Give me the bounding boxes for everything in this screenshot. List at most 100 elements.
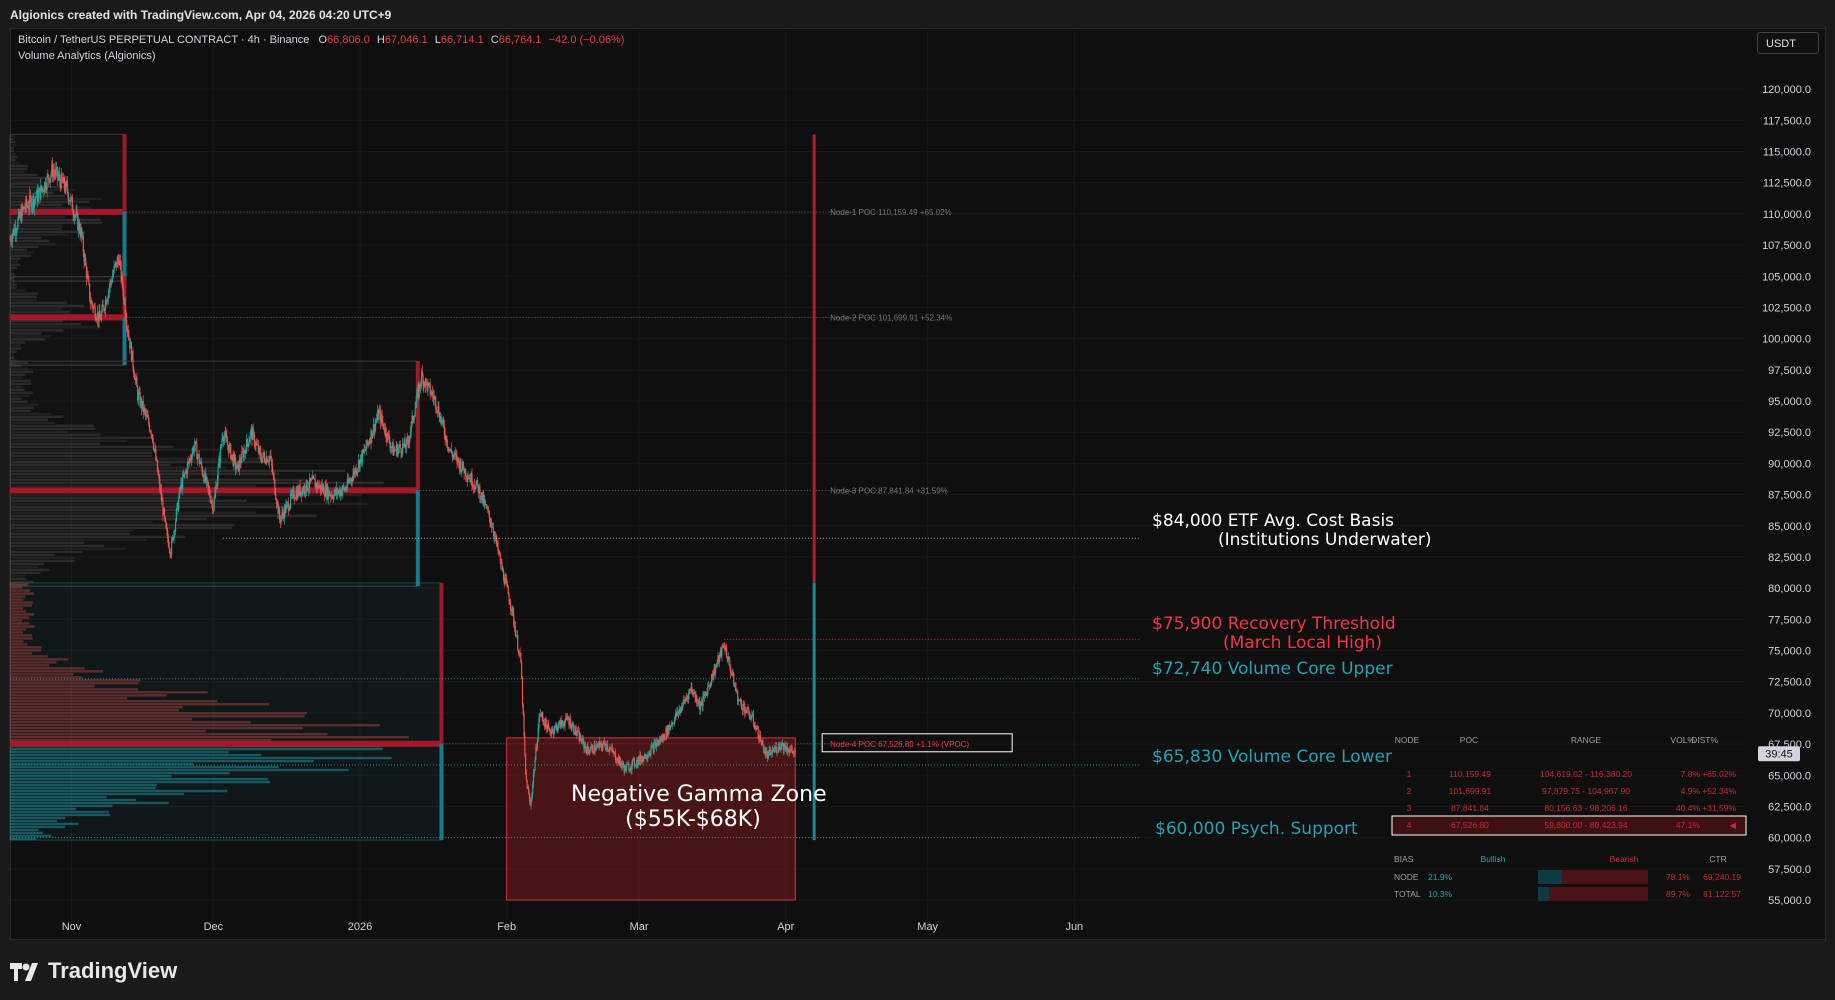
candle-body [428, 382, 431, 384]
candle-body [514, 626, 516, 636]
profile-box [9, 582, 441, 841]
candle-body [151, 434, 153, 436]
table-cell: 87,841.84 [1451, 803, 1489, 813]
candle-body [461, 461, 464, 470]
candle-body [117, 258, 119, 260]
candle-body [226, 436, 228, 443]
candle-body [47, 174, 49, 176]
candle-body [518, 652, 520, 654]
candle-body [308, 487, 310, 490]
candle-body [21, 206, 23, 222]
candle-body [285, 504, 287, 514]
indicator-legend[interactable]: Volume Analytics (Algionics) [18, 50, 156, 62]
candle-body [562, 723, 565, 726]
candle-body [153, 448, 155, 450]
candle-body [98, 310, 100, 322]
candle-body [145, 410, 147, 415]
chart-frame[interactable] [10, 28, 1826, 940]
profile-bar [10, 236, 42, 240]
profile-bar [10, 227, 62, 231]
profile-bar [10, 798, 136, 802]
table-header: VOL% [1670, 735, 1695, 745]
candle-body [749, 717, 751, 719]
candle-body [27, 205, 29, 209]
candle-body [536, 747, 538, 750]
profile-bar [10, 289, 26, 292]
candle-body [645, 758, 647, 759]
axis-layer: 120,000.0 117,500.0 115,000.0 112,500.0 110,… [62, 84, 1811, 933]
profile-bar [10, 472, 279, 476]
candle-body [23, 206, 25, 209]
candle-body [226, 442, 229, 446]
candle-body [680, 707, 682, 713]
candle-body [543, 722, 546, 727]
candle-body [635, 765, 637, 767]
candle-body [441, 420, 443, 423]
candle-body [134, 378, 136, 380]
candle-body [697, 703, 699, 705]
candle-body [18, 211, 20, 219]
candle-body [619, 757, 621, 763]
candle-body [424, 382, 426, 387]
candle-body [696, 702, 699, 704]
candle-body [148, 417, 150, 425]
candle-body [729, 666, 732, 673]
candle-body [231, 454, 233, 456]
candle-body [747, 706, 749, 709]
candle-body [655, 742, 657, 748]
candle-body [191, 453, 193, 460]
candle-body [35, 197, 37, 199]
candle-body [442, 419, 444, 421]
profile-bar [10, 535, 185, 539]
y-tick-label: 62,500.0 [1768, 801, 1811, 813]
candle-body [79, 231, 81, 236]
candle-body [614, 752, 616, 753]
candle-body [787, 751, 789, 753]
candle-body [610, 747, 613, 750]
candle-body [249, 431, 252, 440]
profile-bar [10, 307, 62, 311]
profile-bar [10, 170, 24, 174]
candle-body [193, 447, 195, 452]
candle-body [235, 468, 237, 470]
candle-body [33, 196, 35, 208]
bias-row-bull: 10.3% [1428, 889, 1453, 899]
bias-label: BIAS [1394, 854, 1414, 864]
candle-body [583, 741, 585, 749]
candle-body [699, 700, 701, 710]
symbol-legend[interactable]: Bitcoin / TetherUS PERPETUAL CONTRACT · … [18, 34, 624, 46]
ohlc-low: L66,714.1 [434, 34, 484, 46]
candle-body [750, 717, 752, 719]
candle-body [454, 452, 457, 455]
candle-body [148, 424, 151, 431]
candle-body [576, 733, 578, 735]
profile-bar [10, 409, 31, 412]
candle-body [651, 744, 654, 746]
candle-body [660, 738, 662, 742]
candle-body [764, 751, 766, 756]
candle-body [170, 553, 172, 556]
profile-bar [10, 721, 251, 724]
candle-body [327, 490, 330, 499]
currency-selector[interactable]: USDT [1757, 32, 1819, 54]
profile-bar [10, 451, 153, 455]
candle-body [331, 495, 333, 498]
candle-body [460, 461, 462, 473]
candle-body [83, 252, 85, 262]
candle-body [487, 507, 489, 511]
price-change: −42.0 (−0.06%) [548, 34, 625, 46]
symbol-name: Bitcoin / TetherUS PERPETUAL CONTRACT · … [18, 34, 310, 46]
tradingview-logo[interactable]: TradingView [10, 958, 177, 984]
candle-body [569, 718, 571, 725]
candle-body [61, 173, 63, 180]
candle-body [63, 177, 65, 184]
candle-body [789, 749, 791, 753]
candle-body [318, 486, 320, 489]
table-cell: 104,619.02 - 116,380.20 [1540, 769, 1632, 779]
candle-body [560, 720, 562, 729]
y-tick-label: 80,000.0 [1768, 583, 1811, 595]
candle-body [373, 424, 375, 433]
candle-body [399, 444, 401, 449]
candle-body [443, 425, 445, 435]
